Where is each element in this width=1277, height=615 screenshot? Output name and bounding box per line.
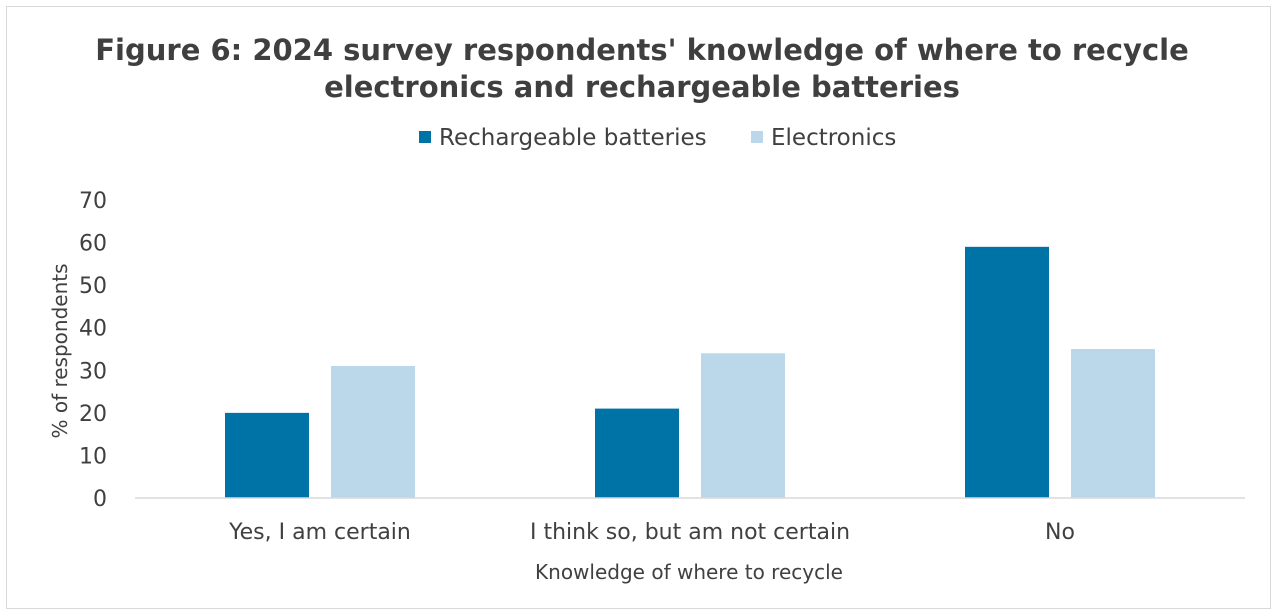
- legend-swatch: [751, 131, 763, 143]
- legend-label: Electronics: [771, 125, 896, 151]
- x-tick-label: Yes, I am certain: [228, 520, 411, 545]
- bar: [225, 412, 309, 498]
- bars: [225, 246, 1155, 498]
- legend-swatch: [419, 131, 431, 143]
- bar: [331, 366, 415, 498]
- y-tick-label: 30: [79, 359, 107, 384]
- bar: [965, 246, 1049, 498]
- chart-title-line-1: Figure 6: 2024 survey respondents' knowl…: [95, 33, 1189, 67]
- y-axis-ticks: 0 10 20 30 40 50 60 70: [79, 189, 107, 512]
- y-tick-label: 70: [79, 189, 107, 214]
- legend: Rechargeable batteries Electronics: [419, 125, 896, 151]
- y-tick-label: 60: [79, 232, 107, 257]
- y-axis-title: % of respondents: [48, 263, 72, 438]
- x-tick-label: I think so, but am not certain: [530, 520, 850, 545]
- x-tick-label: No: [1045, 520, 1075, 545]
- chart-title-line-2: electronics and rechargeable batteries: [324, 70, 960, 104]
- bar: [1071, 349, 1155, 498]
- y-tick-label: 0: [93, 487, 107, 512]
- bar: [595, 408, 679, 498]
- x-axis-title: Knowledge of where to recycle: [535, 560, 843, 584]
- y-tick-label: 10: [79, 444, 107, 469]
- y-tick-label: 40: [79, 317, 107, 342]
- y-tick-label: 50: [79, 274, 107, 299]
- bar: [701, 353, 785, 498]
- chart-frame: [6, 6, 1271, 609]
- x-axis-ticks: Yes, I am certain I think so, but am not …: [228, 520, 1075, 545]
- y-tick-label: 20: [79, 402, 107, 427]
- legend-label: Rechargeable batteries: [439, 125, 707, 151]
